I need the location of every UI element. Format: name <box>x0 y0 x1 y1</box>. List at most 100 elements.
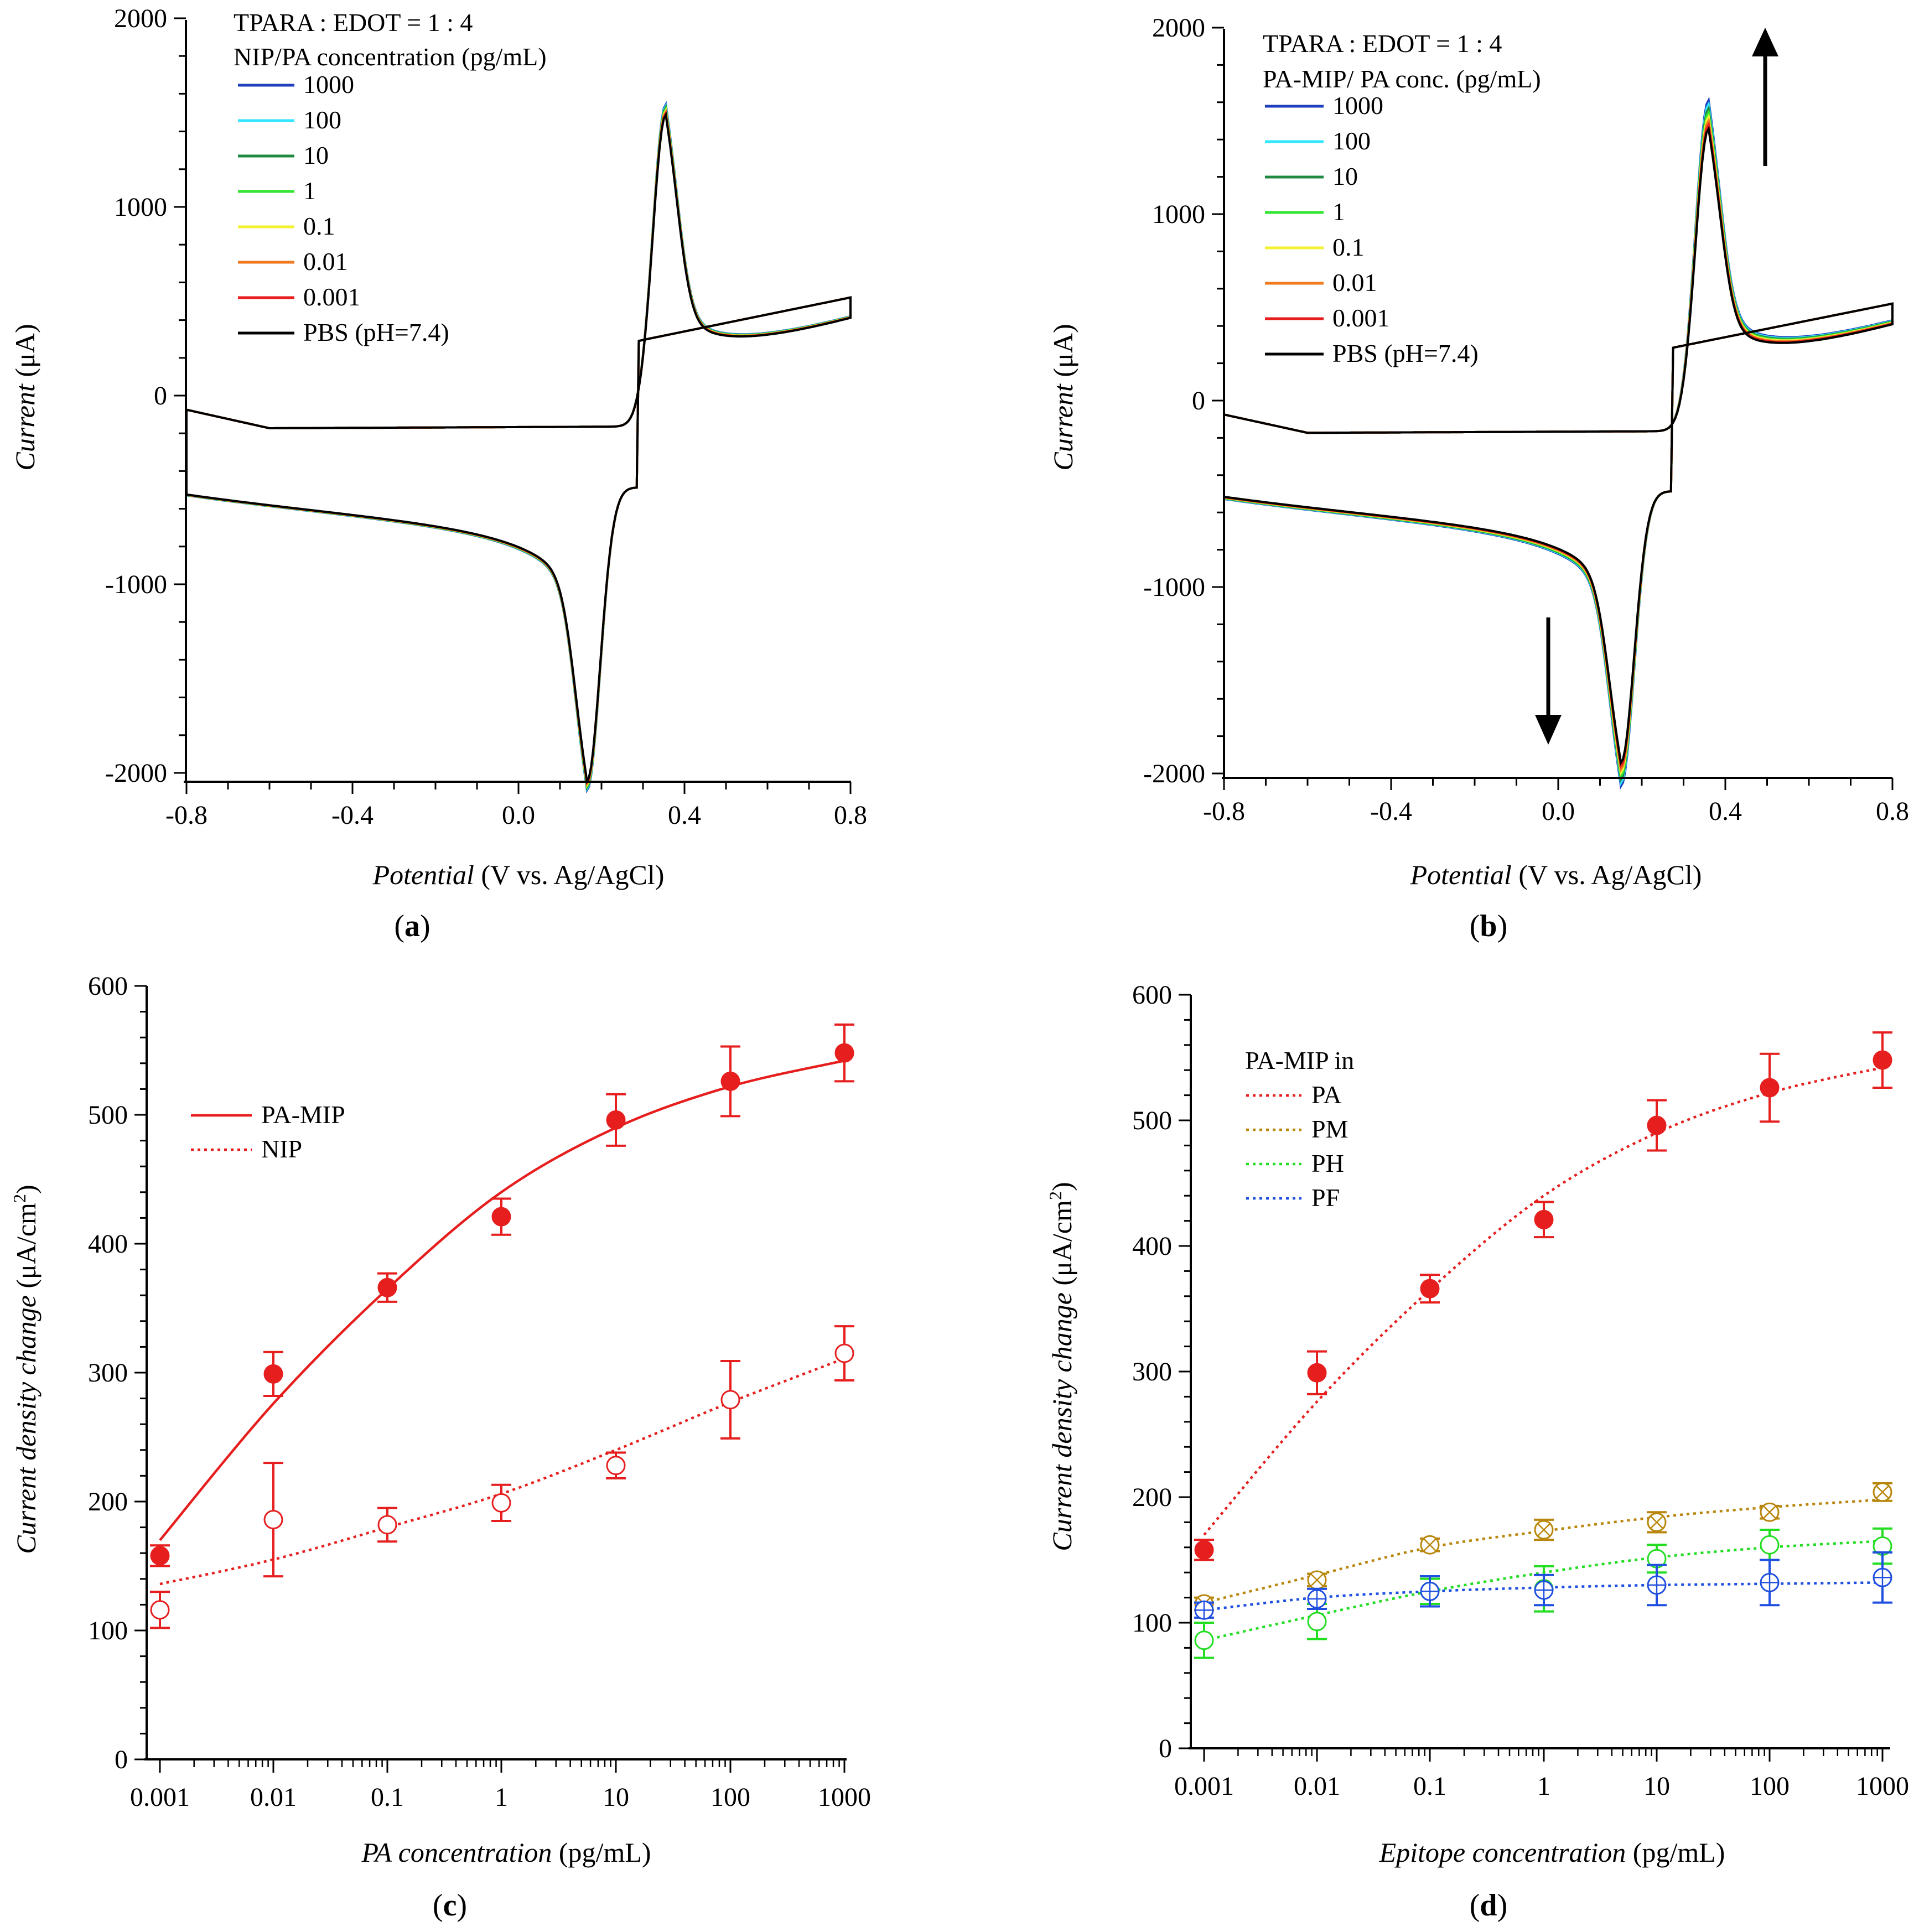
marker-cross <box>1423 1538 1437 1552</box>
data-point-PA <box>1647 1115 1667 1135</box>
data-point-NIP <box>263 1510 283 1530</box>
y-tick-label: -2000 <box>1143 759 1205 788</box>
panel-a-legend: 1000 100 10 1 0.1 0.01 0.001 PBS (pH=7.4) <box>238 70 449 346</box>
legend-entry-0.01: 0.01 <box>1332 268 1377 297</box>
x-tick-label: 1 <box>495 1783 508 1812</box>
data-point-NIP <box>834 1343 854 1363</box>
legend-entry-PF: PF <box>1311 1183 1340 1212</box>
data-point-PA-MIP <box>720 1071 740 1091</box>
y-tick-label: 0 <box>115 1745 128 1774</box>
panel-d-x-axis-title: Epitope concentration (pg/mL) <box>1379 1837 1725 1868</box>
legend-entry-1000: 1000 <box>1332 91 1383 120</box>
panel-d-y-ticks <box>1179 994 1191 1749</box>
panel-a-x-axis-title: Potential (V vs. Ag/AgCl) <box>372 859 665 890</box>
x-tick-label: 0.4 <box>668 801 701 830</box>
panel-c-label: (c) <box>433 1888 467 1923</box>
y-tick-label: 1000 <box>114 193 167 222</box>
panel-d-selectivity: 0.001 0.01 0.1 1 10 100 1000 0 100 200 300 400 500 6… <box>1045 980 1909 1923</box>
data-point-NIP <box>720 1390 740 1410</box>
x-tick-label: 0.001 <box>1174 1772 1234 1801</box>
x-tick-label: 1 <box>1537 1772 1550 1801</box>
marker-cross <box>1310 1573 1324 1587</box>
data-point-PA <box>1194 1540 1214 1560</box>
panel-c-y-ticks <box>134 985 147 1760</box>
y-tick-label: 100 <box>1132 1608 1172 1638</box>
y-tick-label: -1000 <box>105 570 167 599</box>
legend-entry-0.1: 0.1 <box>303 212 335 240</box>
x-tick-label: 1000 <box>1856 1772 1909 1801</box>
cv-curve-0.001 <box>1223 121 1894 770</box>
data-point-PA-MIP <box>377 1277 397 1297</box>
panel-c-x-ticks <box>159 1759 846 1773</box>
marker-cross <box>1762 1505 1777 1519</box>
x-tick-label: 0.01 <box>1294 1772 1340 1801</box>
panel-b-y-ticks <box>1212 27 1224 775</box>
panel-a-y-ticks <box>174 17 186 774</box>
cv-curve-0.1 <box>185 107 852 788</box>
panel-a-x-ticks <box>185 782 852 794</box>
panel-b-legend-title-2: PA-MIP/ PA conc. (pg/mL) <box>1263 65 1541 93</box>
data-point-PA <box>1534 1209 1554 1229</box>
y-tick-label: 500 <box>1132 1106 1172 1135</box>
panel-c-legend: PA-MIP NIP <box>191 1100 345 1163</box>
y-tick-label: 2000 <box>1152 13 1205 43</box>
panel-b-cv-mip: -0.8 -0.4 0.0 0.4 0.8 -2000 -1000 0 1000 2000 Po… <box>1047 13 1909 943</box>
panel-b-label: (b) <box>1470 909 1507 943</box>
x-tick-label: 0.01 <box>250 1783 297 1812</box>
panel-d-y-axis-title: Current density change (μA/cm2) <box>1045 1182 1077 1551</box>
marker-cross <box>1875 1485 1890 1499</box>
legend-entry-1000: 1000 <box>303 70 354 98</box>
y-tick-label: 600 <box>88 972 128 1001</box>
data-point-PH <box>1307 1612 1327 1632</box>
y-tick-label: 100 <box>88 1616 128 1645</box>
data-point-PA-MIP <box>491 1207 511 1227</box>
panel-d-label: (d) <box>1470 1888 1507 1923</box>
legend-entry-100: 100 <box>303 106 341 134</box>
y-tick-label: 0 <box>154 381 167 411</box>
legend-entry-PM: PM <box>1311 1115 1348 1143</box>
data-point-PA-MIP <box>834 1043 854 1063</box>
legend-entry-PH: PH <box>1311 1149 1344 1177</box>
x-tick-label: 0.0 <box>1542 797 1575 826</box>
data-point-PA-MIP <box>606 1110 626 1130</box>
x-tick-label: 0.8 <box>834 801 867 830</box>
data-point-PA <box>1760 1078 1780 1098</box>
cv-curve-0.01 <box>185 108 852 787</box>
cv-curve-100 <box>1223 101 1894 786</box>
legend-entry-0.01: 0.01 <box>303 247 348 276</box>
data-point-PH <box>1194 1630 1214 1650</box>
panel-c-calibration: 0.001 0.01 0.1 1 10 100 1000 0 100 200 300 400 500 6… <box>9 972 871 1923</box>
data-point-PA <box>1307 1363 1327 1383</box>
y-tick-label: 0 <box>1192 386 1205 416</box>
y-tick-label: 300 <box>1132 1357 1172 1386</box>
y-tick-label: 2000 <box>114 4 167 33</box>
legend-entry-100: 100 <box>1332 127 1371 155</box>
panel-b-y-tick-labels: -2000 -1000 0 1000 2000 <box>1143 13 1205 788</box>
x-tick-label: 1000 <box>818 1783 871 1812</box>
panel-a-y-tick-labels: -2000 -1000 0 1000 2000 <box>105 4 167 788</box>
panel-a-label: (a) <box>394 909 430 943</box>
panel-d-legend-title: PA-MIP in <box>1245 1046 1354 1074</box>
cv-curve-1000 <box>1223 96 1894 790</box>
x-tick-label: 100 <box>710 1783 750 1812</box>
fit-line-PA <box>1203 1066 1883 1536</box>
y-tick-label: 0 <box>1159 1734 1172 1763</box>
panel-d-markers <box>1194 1031 1892 1659</box>
x-tick-label: 0.001 <box>130 1783 190 1812</box>
cv-curve-100 <box>185 102 852 792</box>
panel-d-fit-lines <box>1203 1066 1883 1642</box>
panel-a-cv-nip: -0.8 -0.4 0.0 0.4 0.8 -2000 -1000 0 1000 2000 Po… <box>9 4 867 943</box>
down-arrow <box>1535 617 1562 745</box>
legend-entry-PBS: PBS (pH=7.4) <box>303 318 449 346</box>
cv-curve-PBS <box>1223 126 1894 766</box>
y-tick-label: 600 <box>1132 980 1172 1010</box>
panel-b-x-tick-labels: -0.8 -0.4 0.0 0.4 0.8 <box>1203 797 1909 826</box>
data-point-PA <box>1420 1279 1440 1299</box>
panel-a-curves <box>185 101 852 794</box>
y-tick-label: 300 <box>88 1358 128 1388</box>
panel-d-x-tick-labels: 0.001 0.01 0.1 1 10 100 1000 <box>1174 1772 1909 1801</box>
x-tick-label: 0.0 <box>502 801 535 830</box>
data-point-NIP <box>606 1456 626 1476</box>
panel-b-legend-title-1: TPARA : EDOT = 1 : 4 <box>1263 29 1502 58</box>
